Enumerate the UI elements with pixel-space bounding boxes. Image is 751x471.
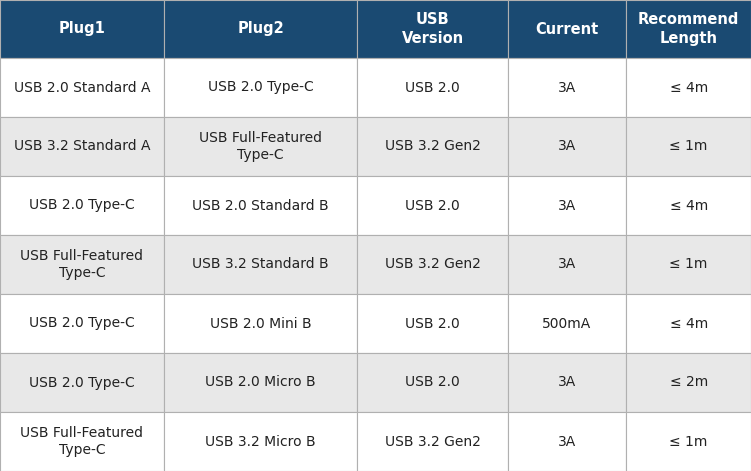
Text: ≤ 4m: ≤ 4m [670,317,707,331]
Bar [357,294,508,353]
Bar [0,58,164,117]
Bar [164,0,357,58]
Text: ≤ 1m: ≤ 1m [669,139,708,154]
Bar [0,117,164,176]
Text: ≤ 2m: ≤ 2m [670,375,707,390]
Bar [164,235,357,294]
Bar [626,235,751,294]
Text: USB 2.0 Type-C: USB 2.0 Type-C [29,317,134,331]
Text: ≤ 1m: ≤ 1m [669,435,708,448]
Bar [357,176,508,235]
Bar [164,412,357,471]
Bar [0,353,164,412]
Text: 3A: 3A [558,139,576,154]
Bar [357,58,508,117]
Text: USB 3.2 Standard A: USB 3.2 Standard A [14,139,150,154]
Bar [164,117,357,176]
Text: USB 2.0 Type-C: USB 2.0 Type-C [208,81,313,95]
Text: USB 2.0 Type-C: USB 2.0 Type-C [29,198,134,212]
Text: USB 2.0 Standard A: USB 2.0 Standard A [14,81,150,95]
Bar [508,294,626,353]
Text: USB 3.2 Micro B: USB 3.2 Micro B [205,435,316,448]
Bar [626,117,751,176]
Text: 3A: 3A [558,375,576,390]
Bar [0,235,164,294]
Text: ≤ 4m: ≤ 4m [670,198,707,212]
Bar [164,58,357,117]
Text: 3A: 3A [558,435,576,448]
Text: Recommend
Length: Recommend Length [638,12,739,46]
Bar [164,176,357,235]
Bar [626,58,751,117]
Text: USB 2.0: USB 2.0 [406,317,460,331]
Bar [508,412,626,471]
Text: USB Full-Featured
Type-C: USB Full-Featured Type-C [199,131,322,162]
Bar [508,235,626,294]
Text: 3A: 3A [558,81,576,95]
Bar [164,294,357,353]
Text: 3A: 3A [558,258,576,271]
Bar [357,412,508,471]
Text: USB 2.0: USB 2.0 [406,81,460,95]
Text: USB Full-Featured
Type-C: USB Full-Featured Type-C [20,249,143,280]
Text: ≤ 1m: ≤ 1m [669,258,708,271]
Bar [0,176,164,235]
Bar [357,353,508,412]
Text: Current: Current [535,22,599,36]
Text: 3A: 3A [558,198,576,212]
Text: USB 2.0: USB 2.0 [406,198,460,212]
Bar [626,294,751,353]
Text: USB 2.0 Type-C: USB 2.0 Type-C [29,375,134,390]
Bar [357,235,508,294]
Bar [508,117,626,176]
Bar [508,176,626,235]
Bar [508,353,626,412]
Bar [626,0,751,58]
Text: USB 3.2 Gen2: USB 3.2 Gen2 [385,435,481,448]
Text: USB 3.2 Standard B: USB 3.2 Standard B [192,258,329,271]
Text: USB
Version: USB Version [402,12,463,46]
Bar [164,353,357,412]
Text: USB 2.0 Micro B: USB 2.0 Micro B [205,375,316,390]
Bar [0,294,164,353]
Bar [357,117,508,176]
Text: USB 2.0: USB 2.0 [406,375,460,390]
Bar [0,0,164,58]
Text: USB Full-Featured
Type-C: USB Full-Featured Type-C [20,426,143,457]
Text: USB 2.0 Standard B: USB 2.0 Standard B [192,198,329,212]
Text: 500mA: 500mA [542,317,592,331]
Text: USB 3.2 Gen2: USB 3.2 Gen2 [385,258,481,271]
Text: USB 2.0 Mini B: USB 2.0 Mini B [210,317,312,331]
Text: USB 3.2 Gen2: USB 3.2 Gen2 [385,139,481,154]
Bar [508,58,626,117]
Bar [357,0,508,58]
Bar [626,176,751,235]
Text: ≤ 4m: ≤ 4m [670,81,707,95]
Bar [508,0,626,58]
Bar [626,412,751,471]
Bar [626,353,751,412]
Bar [0,412,164,471]
Text: Plug1: Plug1 [59,22,105,36]
Text: Plug2: Plug2 [237,22,284,36]
